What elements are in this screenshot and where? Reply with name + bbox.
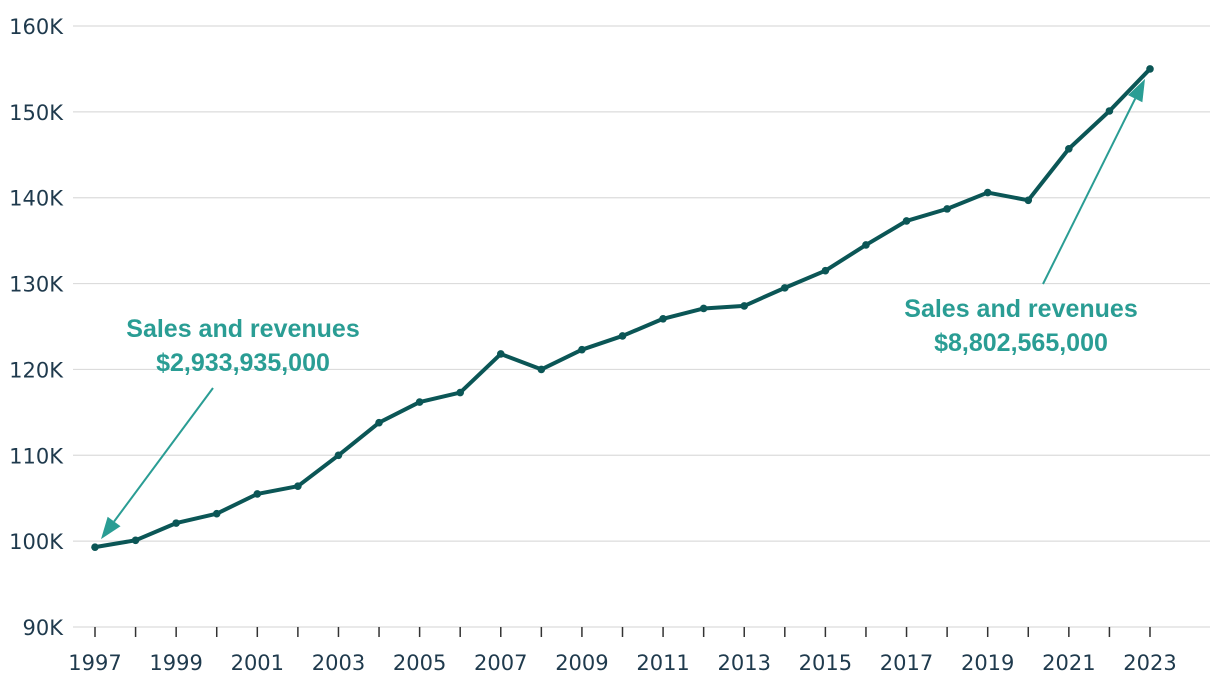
series-sales — [91, 65, 1154, 551]
data-point — [496, 350, 505, 358]
x-tick-label: 2013 — [718, 651, 771, 675]
x-tick-label: 2003 — [312, 651, 365, 675]
annotation-start-arrow — [101, 387, 214, 540]
x-tick-label: 2001 — [231, 651, 284, 675]
data-point — [781, 284, 789, 292]
data-point — [1105, 107, 1114, 115]
y-tick-label: 160K — [9, 15, 64, 39]
data-point — [659, 314, 667, 323]
data-point — [821, 266, 830, 275]
x-tick-label: 2023 — [1123, 651, 1176, 675]
y-tick-label: 150K — [9, 101, 64, 125]
y-axis-ticks: 90K 100K 110K 120K 130K 140K 150K 160K — [9, 15, 64, 640]
y-tick-label: 130K — [9, 273, 64, 297]
y-tick-label: 90K — [23, 616, 65, 640]
grid-lines — [73, 25, 1210, 628]
data-point — [456, 388, 464, 397]
data-point — [740, 302, 749, 310]
y-tick-label: 120K — [9, 358, 64, 382]
x-tick-label: 2005 — [393, 651, 446, 675]
x-tick-label: 2015 — [799, 651, 852, 675]
x-tick-label: 1999 — [149, 651, 202, 675]
data-point — [699, 304, 708, 313]
annotation-start-label: Sales and revenues — [126, 315, 359, 343]
x-tick-label: 2021 — [1042, 651, 1095, 675]
data-point — [294, 482, 302, 490]
y-tick-label: 140K — [9, 187, 64, 211]
annotation-start-value: $2,933,935,000 — [156, 349, 330, 377]
annotation-end-label: Sales and revenues — [904, 295, 1137, 323]
x-tick-label: 2019 — [961, 651, 1014, 675]
data-point — [537, 365, 546, 374]
x-tick-label: 2007 — [474, 651, 527, 675]
x-tick-label: 1997 — [68, 651, 121, 675]
data-point — [375, 418, 383, 427]
annotations: Sales and revenues $2,933,935,000 Sales … — [101, 78, 1145, 540]
data-point — [1065, 144, 1073, 153]
y-tick-label: 100K — [9, 530, 64, 554]
data-point — [172, 519, 180, 527]
data-point — [902, 217, 911, 225]
x-tick-label: 2017 — [880, 651, 933, 675]
annotation-end-arrow — [1042, 78, 1145, 285]
data-point — [334, 451, 343, 460]
data-point — [212, 509, 221, 518]
annotation-end-value: $8,802,565,000 — [934, 329, 1108, 357]
data-point — [131, 536, 140, 545]
data-point — [983, 188, 992, 197]
data-point — [1146, 65, 1154, 73]
x-axis-ticks: 1997 1999 2001 2003 2005 2007 2009 2011 2013 2015… — [68, 627, 1177, 675]
data-point — [1024, 196, 1033, 205]
x-tick-label: 2011 — [636, 651, 689, 675]
y-tick-label: 110K — [9, 444, 64, 468]
data-point — [253, 490, 262, 498]
x-tick-label: 2009 — [555, 651, 608, 675]
data-point — [578, 345, 586, 354]
data-point — [618, 332, 627, 340]
data-point — [415, 398, 424, 406]
data-point — [91, 543, 99, 551]
data-point — [943, 205, 951, 213]
data-point — [862, 241, 870, 249]
